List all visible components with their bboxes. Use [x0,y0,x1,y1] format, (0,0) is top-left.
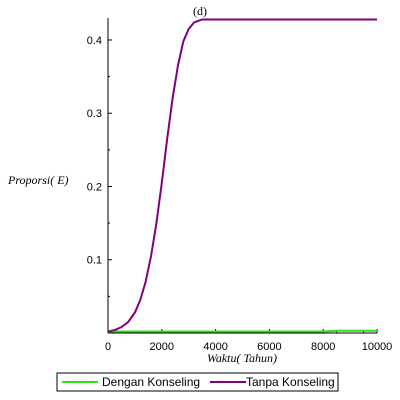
legend-label: Dengan Konseling [102,375,200,389]
x-tick-label: 8000 [311,341,335,353]
y-tick-label: 0.3 [87,108,102,120]
x-tick-label: 4000 [203,341,227,353]
legend-box [56,372,339,392]
chart-title: (d) [193,4,207,18]
x-tick-label: 10000 [362,341,393,353]
series-line-tanpa-konseling [107,18,377,333]
x-ticks: 0 2000 4000 6000 8000 10000 [105,329,392,353]
y-tick-label: 0.1 [87,255,102,267]
series-lines [107,18,377,333]
x-tick-label: 0 [105,341,111,353]
y-ticks: 0.1 0.2 0.3 0.4 [87,35,112,297]
x-axis-label: Waktu( Tahun) [207,351,277,365]
legend-label: Tanpa Konseling [246,375,335,389]
series-line-dengan-konseling [108,329,377,333]
y-axis-label: Proporsi( E) [7,173,69,187]
y-tick-label: 0.2 [87,181,102,193]
axes [107,18,377,334]
legend: Dengan Konseling Tanpa Konseling [56,372,339,392]
x-tick-label: 6000 [257,341,281,353]
x-tick-label: 2000 [150,341,174,353]
y-tick-label: 0.4 [87,35,102,47]
